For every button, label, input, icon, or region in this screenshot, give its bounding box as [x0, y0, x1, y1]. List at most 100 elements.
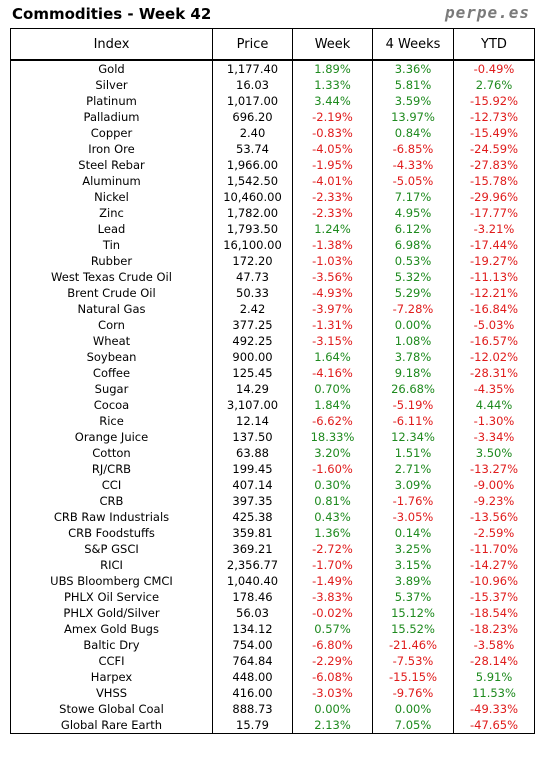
cell-4-weeks: 12.34% — [372, 429, 454, 445]
cell-4-weeks: 5.32% — [372, 269, 454, 285]
cell-week: -1.95% — [292, 157, 373, 173]
cell-week: 1.84% — [292, 397, 373, 413]
cell-ytd: -47.65% — [453, 717, 535, 734]
cell-4-weeks: 13.97% — [372, 109, 454, 125]
cell-ytd: -2.59% — [453, 525, 535, 541]
table-row: Zinc 1,782.00 -2.33% 4.95% -17.77% — [10, 205, 535, 221]
table-row: PHLX Oil Service 178.46 -3.83% 5.37% -15.37% — [10, 589, 535, 605]
column-header-ytd: YTD — [453, 28, 535, 61]
cell-price: 359.81 — [212, 525, 293, 541]
cell-price: 2.42 — [212, 301, 293, 317]
table-row: Tin 16,100.00 -1.38% 6.98% -17.44% — [10, 237, 535, 253]
cell-price: 888.73 — [212, 701, 293, 717]
table-row: Iron Ore 53.74 -4.05% -6.85% -24.59% — [10, 141, 535, 157]
table-row: Soybean 900.00 1.64% 3.78% -12.02% — [10, 349, 535, 365]
cell-index: UBS Bloomberg CMCI — [10, 573, 213, 589]
cell-index: VHSS — [10, 685, 213, 701]
cell-index: Global Rare Earth — [10, 717, 213, 734]
cell-ytd: 3.50% — [453, 445, 535, 461]
cell-ytd: -28.31% — [453, 365, 535, 381]
cell-price: 3,107.00 — [212, 397, 293, 413]
table-row: CRB Raw Industrials 425.38 0.43% -3.05% -13.… — [10, 509, 535, 525]
cell-ytd: -3.34% — [453, 429, 535, 445]
cell-4-weeks: 15.52% — [372, 621, 454, 637]
cell-price: 2,356.77 — [212, 557, 293, 573]
cell-4-weeks: 26.68% — [372, 381, 454, 397]
cell-price: 1,782.00 — [212, 205, 293, 221]
cell-week: 1.89% — [292, 60, 373, 77]
column-header-price: Price — [212, 28, 293, 61]
cell-ytd: 2.76% — [453, 77, 535, 93]
column-header-week: Week — [292, 28, 373, 61]
cell-index: Cotton — [10, 445, 213, 461]
cell-index: Aluminum — [10, 173, 213, 189]
cell-week: -3.83% — [292, 589, 373, 605]
cell-ytd: -19.27% — [453, 253, 535, 269]
cell-index: Baltic Dry — [10, 637, 213, 653]
cell-4-weeks: 3.59% — [372, 93, 454, 109]
cell-index: Soybean — [10, 349, 213, 365]
cell-index: Stowe Global Coal — [10, 701, 213, 717]
cell-week: -3.97% — [292, 301, 373, 317]
cell-4-weeks: -6.11% — [372, 413, 454, 429]
cell-4-weeks: -21.46% — [372, 637, 454, 653]
cell-price: 377.25 — [212, 317, 293, 333]
cell-week: -2.33% — [292, 189, 373, 205]
cell-week: 0.70% — [292, 381, 373, 397]
table-row: Nickel 10,460.00 -2.33% 7.17% -29.96% — [10, 189, 535, 205]
cell-4-weeks: 3.09% — [372, 477, 454, 493]
cell-week: -1.31% — [292, 317, 373, 333]
cell-ytd: -13.56% — [453, 509, 535, 525]
cell-week: -0.83% — [292, 125, 373, 141]
table-row: Platinum 1,017.00 3.44% 3.59% -15.92% — [10, 93, 535, 109]
cell-4-weeks: -6.85% — [372, 141, 454, 157]
cell-ytd: -16.57% — [453, 333, 535, 349]
cell-4-weeks: 7.05% — [372, 717, 454, 734]
cell-4-weeks: 3.25% — [372, 541, 454, 557]
table-row: Harpex 448.00 -6.08% -15.15% 5.91% — [10, 669, 535, 685]
cell-4-weeks: -3.05% — [372, 509, 454, 525]
cell-index: Tin — [10, 237, 213, 253]
cell-ytd: -18.23% — [453, 621, 535, 637]
cell-ytd: -13.27% — [453, 461, 535, 477]
cell-4-weeks: 2.71% — [372, 461, 454, 477]
cell-4-weeks: 1.08% — [372, 333, 454, 349]
cell-price: 53.74 — [212, 141, 293, 157]
cell-week: 1.64% — [292, 349, 373, 365]
cell-week: 1.33% — [292, 77, 373, 93]
cell-ytd: -5.03% — [453, 317, 535, 333]
table-row: Rubber 172.20 -1.03% 0.53% -19.27% — [10, 253, 535, 269]
cell-4-weeks: 1.51% — [372, 445, 454, 461]
cell-ytd: -17.77% — [453, 205, 535, 221]
cell-week: -1.38% — [292, 237, 373, 253]
cell-ytd: -12.73% — [453, 109, 535, 125]
cell-index: CCFI — [10, 653, 213, 669]
cell-4-weeks: 0.00% — [372, 317, 454, 333]
cell-4-weeks: 0.00% — [372, 701, 454, 717]
cell-week: -3.56% — [292, 269, 373, 285]
cell-price: 754.00 — [212, 637, 293, 653]
cell-price: 696.20 — [212, 109, 293, 125]
table-row: Stowe Global Coal 888.73 0.00% 0.00% -49.33% — [10, 701, 535, 717]
cell-4-weeks: 3.15% — [372, 557, 454, 573]
cell-4-weeks: 4.95% — [372, 205, 454, 221]
cell-week: -4.93% — [292, 285, 373, 301]
cell-4-weeks: 6.12% — [372, 221, 454, 237]
cell-index: Zinc — [10, 205, 213, 221]
cell-week: -1.49% — [292, 573, 373, 589]
cell-ytd: -11.70% — [453, 541, 535, 557]
cell-price: 1,040.40 — [212, 573, 293, 589]
cell-price: 1,017.00 — [212, 93, 293, 109]
cell-week: -1.60% — [292, 461, 373, 477]
cell-week: 0.30% — [292, 477, 373, 493]
cell-week: -3.03% — [292, 685, 373, 701]
cell-index: PHLX Oil Service — [10, 589, 213, 605]
cell-ytd: -14.27% — [453, 557, 535, 573]
cell-ytd: 5.91% — [453, 669, 535, 685]
cell-price: 10,460.00 — [212, 189, 293, 205]
cell-week: 1.36% — [292, 525, 373, 541]
cell-index: Nickel — [10, 189, 213, 205]
table-row: Orange Juice 137.50 18.33% 12.34% -3.34% — [10, 429, 535, 445]
cell-price: 12.14 — [212, 413, 293, 429]
page-header: Commodities - Week 42 perpe.es — [0, 0, 544, 28]
